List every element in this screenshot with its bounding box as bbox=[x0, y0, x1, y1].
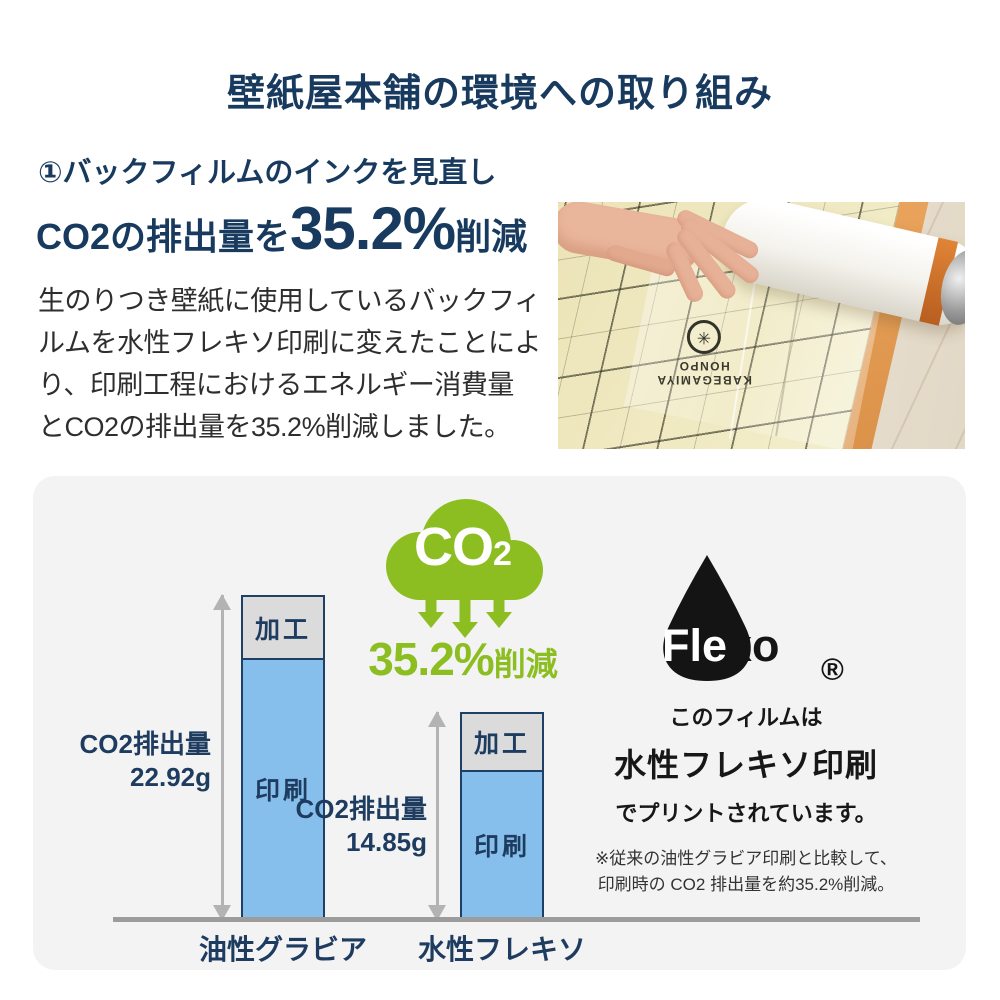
bar-segment-processing: 加工 bbox=[243, 597, 323, 660]
film-brand-logo-icon: ✳ bbox=[686, 320, 721, 354]
stacked-bar-flexo: 加工 印刷 bbox=[460, 712, 544, 920]
registered-trademark-icon: ® bbox=[821, 652, 844, 687]
flexo-drop-icon bbox=[651, 552, 763, 684]
page-title: 壁紙屋本舗の環境への取り組み bbox=[226, 73, 773, 115]
reduction-value: 35.2% bbox=[368, 633, 494, 685]
co2-reduction-headline: CO2の排出量を 35.2% 削減 bbox=[36, 194, 527, 263]
film-brand-line: HONPO bbox=[678, 359, 730, 373]
bar-segment-printing: 印刷 bbox=[462, 772, 542, 918]
headline-prefix: CO2の排出量を bbox=[36, 216, 291, 257]
bar-segment-printing: 印刷 bbox=[243, 660, 323, 918]
headline-value: 35.2% bbox=[290, 195, 456, 262]
chart-baseline bbox=[113, 917, 920, 922]
reduction-callout: 35.2%削減 bbox=[313, 632, 613, 686]
measure-arrow-left bbox=[213, 594, 231, 921]
film-printed-brand: KABEGAMIYA HONPO ✳ bbox=[656, 320, 752, 387]
category-label-gravure: 油性グラビア bbox=[198, 934, 367, 965]
measure-arrow-right bbox=[428, 711, 446, 921]
body-line: り、印刷工程におけるエネルギー消費量 bbox=[38, 370, 514, 400]
segment-label: 加工 bbox=[473, 730, 530, 758]
amount-label-line: 22.92g bbox=[130, 762, 211, 792]
co2-cloud-text: CO2 bbox=[373, 516, 553, 578]
amount-label-line: CO2排出量 bbox=[79, 729, 211, 759]
flexo-footnote-line: ※従来の油性グラビア印刷と比較して、 bbox=[595, 849, 897, 868]
cloud-shape bbox=[386, 499, 543, 638]
bar-segment-processing: 加工 bbox=[462, 714, 542, 772]
comparison-panel: CO2排出量 22.92g 加工 印刷 CO2排出量 14.85g 加工 印刷 bbox=[33, 476, 966, 970]
flexo-copy-line1: このフィルムは bbox=[669, 705, 823, 730]
amount-label-line: CO2排出量 bbox=[295, 794, 427, 824]
reduction-suffix: 削減 bbox=[493, 646, 558, 682]
body-paragraph: 生のりつき壁紙に使用しているバックフィ ルムを水性フレキソ印刷に変えたことによ … bbox=[38, 280, 541, 448]
amount-label-line: 14.85g bbox=[346, 827, 427, 857]
flexo-text-on-drop: Fle bbox=[662, 620, 728, 671]
segment-label: 印刷 bbox=[254, 777, 311, 805]
product-photo: KABEGAMIYA HONPO ✳ bbox=[558, 202, 965, 449]
co2-amount-label-left: CO2排出量 22.92g bbox=[63, 728, 211, 794]
body-line: ルムを水性フレキソ印刷に変えたことによ bbox=[38, 328, 541, 358]
flexo-copy-line2: 水性フレキソ印刷 bbox=[613, 747, 878, 783]
flexo-description: このフィルムは 水性フレキソ印刷 でプリントされています。 ※従来の油性グラビア… bbox=[496, 700, 996, 898]
co2-amount-label-right: CO2排出量 14.85g bbox=[279, 793, 427, 859]
co2-label: CO bbox=[414, 517, 494, 577]
headline-suffix: 削減 bbox=[455, 216, 528, 257]
body-line: とCO2の排出量を35.2%削減しました。 bbox=[38, 412, 511, 442]
flexo-copy-line3: でプリントされています。 bbox=[615, 801, 877, 826]
category-label-flexo: 水性フレキソ bbox=[417, 934, 586, 965]
stacked-bar-gravure: 加工 印刷 bbox=[241, 595, 325, 920]
section-heading: ①バックフィルムのインクを見直し bbox=[38, 157, 497, 189]
co2-subscript: 2 bbox=[493, 535, 512, 573]
flexo-logo-text: Flexo bbox=[662, 623, 780, 668]
film-brand-line: KABEGAMIYA bbox=[656, 373, 752, 387]
co2-cloud-icon bbox=[373, 494, 553, 644]
segment-label: 印刷 bbox=[473, 833, 530, 861]
segment-label: 加工 bbox=[254, 615, 311, 644]
flexo-text-off-drop: xo bbox=[727, 620, 780, 671]
body-line: 生のりつき壁紙に使用しているバックフィ bbox=[38, 286, 541, 316]
flexo-footnote-line: 印刷時の CO2 排出量を約35.2%削減。 bbox=[597, 875, 895, 894]
